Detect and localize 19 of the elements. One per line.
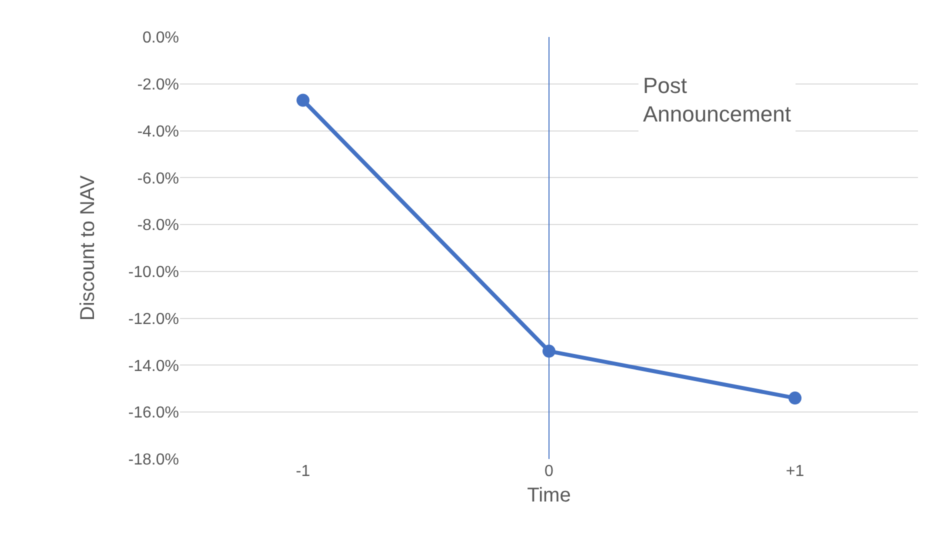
annotation: Post Announcement: [643, 73, 791, 127]
y-tick-label: 0.0%: [142, 30, 179, 47]
y-axis-title: Discount to NAV: [76, 174, 99, 321]
y-tick-label: -8.0%: [137, 217, 179, 234]
y-tick-label: -2.0%: [137, 76, 179, 94]
x-tick-label: -1: [296, 463, 310, 480]
y-tick-label: -16.0%: [128, 404, 179, 422]
y-tick-label: -6.0%: [137, 170, 179, 188]
x-tick-label: +1: [786, 463, 804, 480]
point: [542, 344, 556, 358]
point: [296, 94, 310, 107]
y-tick-label: -12.0%: [128, 310, 179, 328]
x-tick-label: 0: [544, 463, 554, 480]
y-tick-label: -4.0%: [137, 123, 179, 140]
y-tick-label: -14.0%: [128, 358, 179, 375]
y-tick-label: -18.0%: [128, 452, 179, 469]
x-axis-title: Time: [527, 484, 571, 506]
point: [788, 392, 802, 405]
y-tick-label: -10.0%: [128, 264, 179, 282]
